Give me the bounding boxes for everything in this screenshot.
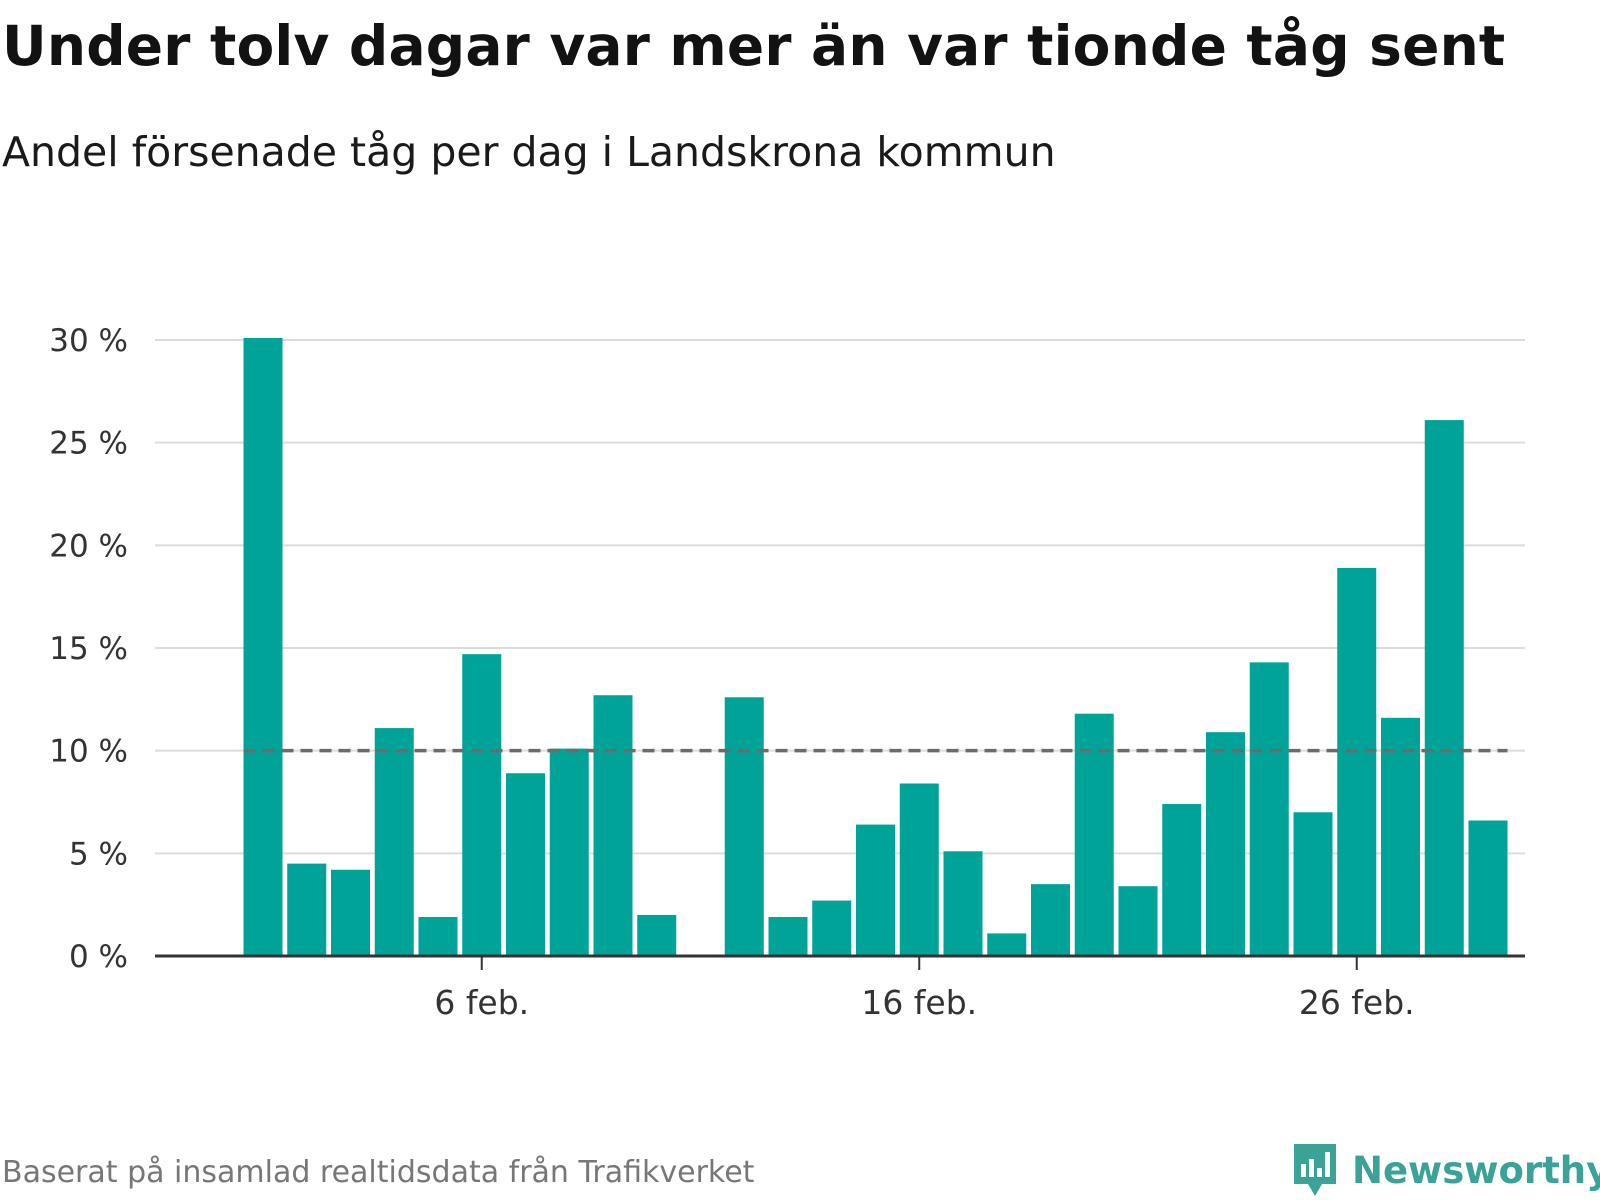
bar [812, 900, 852, 956]
source-note: Baserat på insamlad realtidsdata från Tr… [2, 1155, 755, 1190]
bar [1118, 886, 1158, 956]
bar [1074, 713, 1114, 956]
chart-title: Under tolv dagar var mer än var tionde t… [2, 14, 1506, 78]
bar [987, 933, 1027, 956]
y-tick-label: 15 % [49, 631, 128, 667]
x-tick-label: 16 feb. [861, 983, 977, 1022]
chart-subtitle: Andel försenade tåg per dag i Landskrona… [2, 128, 1056, 176]
bar [1162, 804, 1202, 956]
bar [1293, 812, 1333, 956]
y-tick-label: 20 % [49, 528, 128, 564]
y-tick-label: 0 % [69, 939, 128, 975]
bar [593, 695, 633, 956]
bar [331, 869, 370, 956]
bar [287, 863, 327, 956]
bar [637, 914, 677, 956]
bar [506, 773, 545, 956]
bar-chart-speech-bubble-icon [1294, 1144, 1336, 1196]
bar-chart: 0 % 5 % 10 % 15 % 20 % 25 % 30 % 6 feb. 16 feb.… [49, 323, 1525, 1022]
y-tick-label: 25 % [49, 426, 128, 462]
bar [1424, 420, 1464, 957]
bar [374, 728, 414, 956]
bar [1337, 567, 1377, 956]
bars [243, 337, 1508, 957]
bar [549, 748, 589, 956]
y-tick-label: 30 % [49, 323, 128, 359]
bar [1031, 884, 1070, 956]
bar [1206, 732, 1245, 956]
bar [943, 851, 983, 956]
brand-logo: Newsworthy [1290, 1140, 1600, 1200]
x-tick-label: 26 feb. [1299, 983, 1415, 1022]
bar [1249, 662, 1289, 956]
bar [418, 916, 458, 956]
y-tick-label: 5 % [69, 836, 128, 872]
bar [768, 916, 808, 956]
gridlines [155, 339, 1525, 855]
bar [1468, 820, 1508, 956]
y-tick-label: 10 % [49, 734, 128, 770]
brand-name: Newsworthy [1352, 1148, 1600, 1192]
bar [462, 654, 502, 956]
bar [899, 783, 939, 956]
x-axis: 6 feb. 16 feb. 26 feb. [155, 954, 1525, 1022]
x-tick-label: 6 feb. [434, 983, 529, 1022]
bar [243, 337, 283, 956]
y-axis-labels: 0 % 5 % 10 % 15 % 20 % 25 % 30 % [49, 323, 128, 975]
bar [856, 824, 895, 956]
bar [724, 697, 764, 956]
bar [1381, 717, 1420, 956]
